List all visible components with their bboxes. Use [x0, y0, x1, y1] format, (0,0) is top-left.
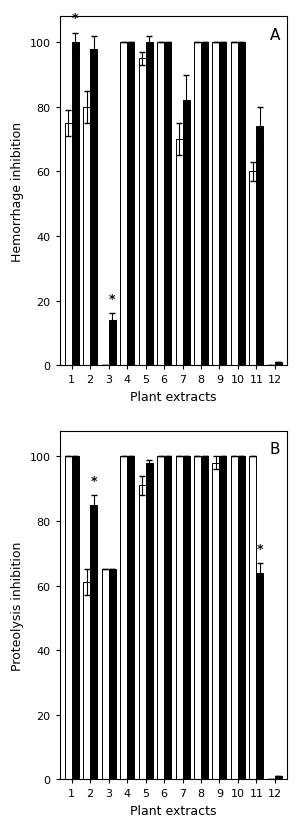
- X-axis label: Plant extracts: Plant extracts: [130, 804, 217, 817]
- Bar: [238, 457, 245, 779]
- Bar: [90, 505, 97, 779]
- Y-axis label: Proteolysis inhibition: Proteolysis inhibition: [11, 541, 24, 670]
- Bar: [120, 457, 127, 779]
- Bar: [212, 43, 219, 366]
- Y-axis label: Hemorrhage inhibition: Hemorrhage inhibition: [11, 122, 24, 262]
- Bar: [238, 43, 245, 366]
- Text: A: A: [270, 28, 280, 43]
- Bar: [102, 570, 109, 779]
- Bar: [231, 43, 238, 366]
- Bar: [139, 486, 146, 779]
- Bar: [65, 457, 72, 779]
- Bar: [249, 457, 256, 779]
- Text: B: B: [270, 441, 280, 456]
- Bar: [127, 457, 134, 779]
- Bar: [275, 363, 282, 366]
- Bar: [157, 43, 164, 366]
- Bar: [194, 457, 201, 779]
- Bar: [83, 583, 90, 779]
- Bar: [139, 60, 146, 366]
- Text: *: *: [109, 293, 115, 306]
- Bar: [72, 457, 79, 779]
- Bar: [109, 320, 116, 366]
- Bar: [72, 43, 79, 366]
- Bar: [201, 43, 208, 366]
- Bar: [219, 43, 226, 366]
- Text: *: *: [257, 542, 263, 556]
- Bar: [212, 463, 219, 779]
- Bar: [176, 140, 183, 366]
- Bar: [183, 457, 190, 779]
- Bar: [157, 457, 164, 779]
- Bar: [183, 101, 190, 366]
- Bar: [249, 172, 256, 366]
- Bar: [120, 43, 127, 366]
- Bar: [176, 457, 183, 779]
- Bar: [201, 457, 208, 779]
- Bar: [164, 43, 171, 366]
- Bar: [127, 43, 134, 366]
- Text: *: *: [90, 474, 97, 488]
- Bar: [194, 43, 201, 366]
- Bar: [164, 457, 171, 779]
- Bar: [109, 570, 116, 779]
- Bar: [275, 776, 282, 779]
- Bar: [146, 463, 153, 779]
- Bar: [65, 124, 72, 366]
- Bar: [256, 127, 263, 366]
- Bar: [146, 43, 153, 366]
- Bar: [83, 108, 90, 366]
- Text: *: *: [72, 12, 78, 26]
- Bar: [90, 50, 97, 366]
- Bar: [231, 457, 238, 779]
- X-axis label: Plant extracts: Plant extracts: [130, 390, 217, 403]
- Bar: [256, 573, 263, 779]
- Bar: [219, 457, 226, 779]
